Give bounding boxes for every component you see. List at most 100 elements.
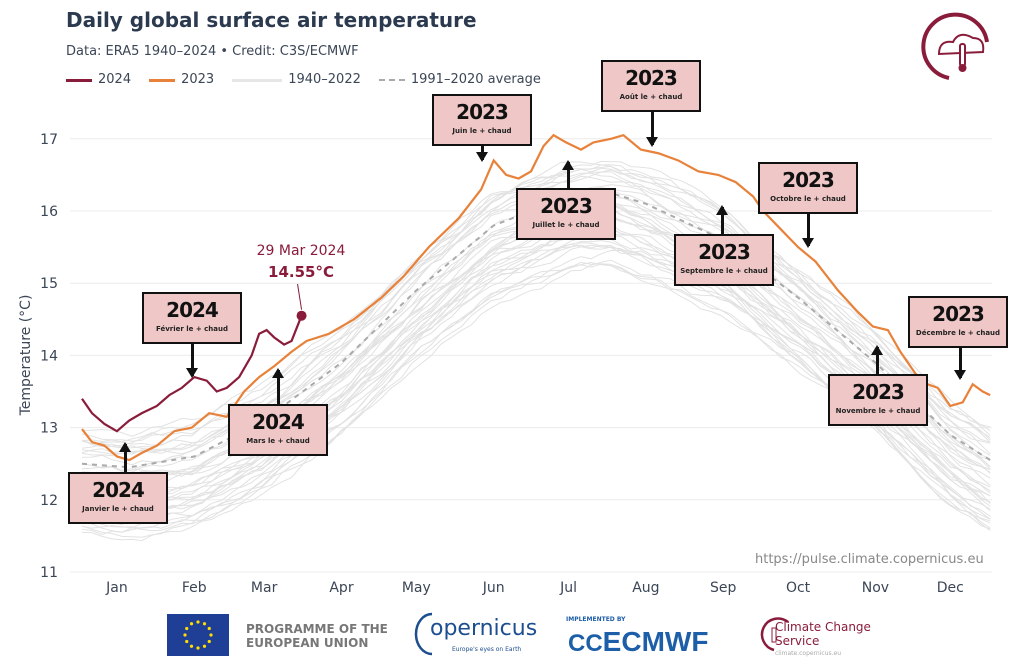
ecmwf-text: ECMWF (602, 626, 709, 657)
y-tick-label: 12 (40, 493, 58, 509)
annotation-box: 2023 Décembre le + chaud (908, 296, 1008, 348)
annotation-year: 2024 (252, 410, 305, 434)
eu-star (189, 622, 194, 626)
annotation-text: Octobre le + chaud (770, 195, 846, 203)
eu-star (183, 633, 187, 637)
callout-leader (297, 283, 303, 310)
legend-swatch (149, 78, 176, 82)
legend-swatch (232, 78, 283, 82)
annotation-year: 2023 (625, 66, 678, 90)
annotation-text: Janvier le + chaud (82, 505, 154, 513)
y-tick-label: 14 (40, 348, 58, 364)
annotation-box: 2023 Novembre le + chaud (828, 374, 928, 426)
x-tick-label: Sep (710, 580, 737, 596)
y-tick-label: 15 (40, 276, 58, 292)
annotation-box: 2023 Août le + chaud (601, 60, 701, 112)
annotation-box: 2024 Mars le + chaud (228, 404, 328, 456)
x-tick-label: Jul (559, 580, 577, 596)
copernicus-tagline: Europe's eyes on Earth (452, 646, 522, 653)
annotation-text: Décembre le + chaud (915, 329, 1001, 337)
chart-subtitle: Data: ERA5 1940–2024 • Credit: C3S/ECMWF (66, 44, 359, 59)
arrow-down-icon (646, 112, 658, 147)
c3s-url: climate.copernicus.eu (775, 650, 842, 657)
annotation-year: 2024 (166, 298, 219, 322)
annotation-text: Juillet le + chaud (532, 221, 600, 229)
x-tick-label: Aug (632, 580, 659, 596)
historical-year-line (81, 160, 991, 443)
annotation-year: 2023 (540, 194, 593, 218)
eu-star (185, 626, 189, 631)
annotation-year: 2023 (852, 380, 905, 404)
c3s-wordmark: Climate Change Service (775, 620, 871, 648)
legend-label: 1940–2022 (288, 72, 361, 87)
annotation-year: 2024 (92, 478, 145, 502)
arrow-up-icon (119, 442, 131, 472)
arrow-up-icon (871, 345, 883, 374)
eu-star (185, 639, 189, 644)
y-tick-label: 16 (40, 204, 58, 220)
eu-star (207, 639, 211, 644)
historical-year-line (81, 161, 991, 442)
chart-title: Daily global surface air temperature (66, 8, 477, 32)
x-tick-label: Nov (862, 580, 889, 596)
x-tick-label: Apr (329, 580, 353, 596)
x-tick-label: May (402, 580, 431, 596)
y-tick-label: 13 (40, 421, 58, 437)
legend-label: 2024 (98, 72, 132, 87)
annotation-text: Août le + chaud (619, 93, 683, 101)
historical-year-line (81, 222, 991, 507)
footer-logos: PROGRAMME OF THE EUROPEAN UNION opernicu… (0, 606, 1024, 664)
legend-label: 2023 (181, 72, 215, 87)
series-line-2024 (81, 315, 303, 433)
arrow-up-icon (716, 205, 728, 234)
eu-flag-logo (167, 614, 229, 656)
eu-programme-text: PROGRAMME OF THE EUROPEAN UNION (246, 622, 388, 650)
arrow-down-icon (186, 344, 198, 378)
annotation-box: 2023 Octobre le + chaud (758, 162, 858, 214)
copernicus-wordmark: opernicus (430, 616, 538, 641)
annotation-year: 2023 (456, 100, 509, 124)
eu-star (196, 646, 200, 650)
x-tick-label: Jan (105, 580, 128, 596)
annotation-box: 2023 Juillet le + chaud (516, 188, 616, 240)
annotation-text: Novembre le + chaud (835, 407, 921, 415)
legend-item-2024: 2024 (66, 72, 131, 88)
legend-swatch (378, 79, 405, 81)
arrow-down-icon (802, 214, 814, 248)
eu-star (202, 644, 207, 648)
annotation-year: 2023 (698, 240, 751, 264)
annotation-text: Juin le + chaud (452, 127, 512, 135)
y-axis-label: Temperature (°C) (18, 295, 34, 417)
eu-star (209, 633, 213, 637)
arrow-down-icon (954, 348, 966, 380)
implemented-by: IMPLEMENTED BY (566, 616, 626, 623)
legend-label: 1991–2020 average (410, 72, 541, 87)
legend: 2024 2023 1940–2022 1991–2020 average (66, 72, 551, 88)
annotation-year: 2023 (932, 302, 985, 326)
eu-star (207, 626, 211, 631)
callout-point (296, 310, 307, 321)
c3s-logo (921, 12, 989, 80)
annotation-box: 2023 Juin le + chaud (432, 94, 532, 146)
legend-item-average: 1991–2020 average (378, 72, 541, 88)
legend-item-2023: 2023 (149, 72, 214, 88)
x-tick-label: Mar (251, 580, 278, 596)
y-tick-label: 17 (40, 132, 58, 148)
y-tick-label: 11 (40, 565, 58, 581)
annotation-text: Février le + chaud (155, 325, 229, 333)
legend-item-1940-2022: 1940–2022 (232, 72, 361, 88)
callout-value: 14.55°C (268, 263, 334, 281)
ecmwf-wordmark: CCECMWF (568, 626, 709, 657)
annotation-text: Septembre le + chaud (680, 267, 768, 275)
x-tick-label: Oct (786, 580, 811, 596)
annotation-box: 2024 Février le + chaud (142, 292, 242, 344)
annotation-box: 2023 Septembre le + chaud (674, 234, 774, 286)
eu-star (202, 622, 207, 626)
source-url[interactable]: https://pulse.climate.copernicus.eu (755, 552, 984, 567)
arrow-down-icon (476, 146, 488, 162)
eu-star (189, 644, 194, 648)
legend-swatch (66, 78, 92, 82)
series-line-2023 (81, 133, 991, 462)
x-tick-label: Jun (482, 580, 505, 596)
